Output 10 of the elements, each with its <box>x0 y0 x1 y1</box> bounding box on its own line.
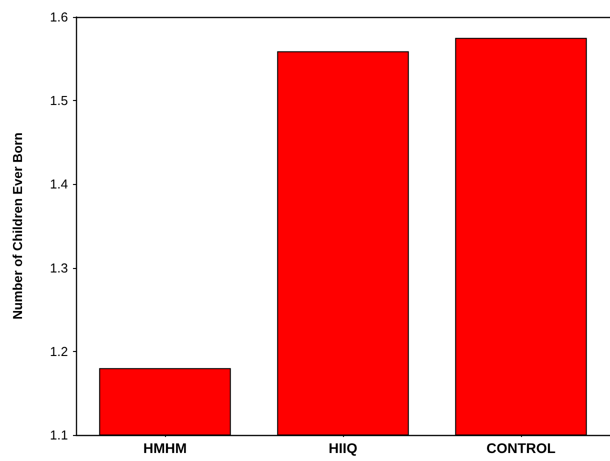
y-tick-label: 1.5 <box>50 93 68 108</box>
y-tick-label: 1.4 <box>50 176 68 192</box>
x-tick-label: HMHM <box>143 440 187 456</box>
y-tick-label: 1.1 <box>50 428 68 442</box>
y-tick-label: 1.2 <box>50 344 68 359</box>
x-tick-label: HIIQ <box>328 440 358 456</box>
y-tick-label: 1.6 <box>50 10 68 24</box>
y-axis-title: Number of Children Ever Born <box>10 132 25 320</box>
x-tick-label: CONTROL <box>486 440 556 456</box>
y-tick-label: 1.3 <box>50 260 68 276</box>
